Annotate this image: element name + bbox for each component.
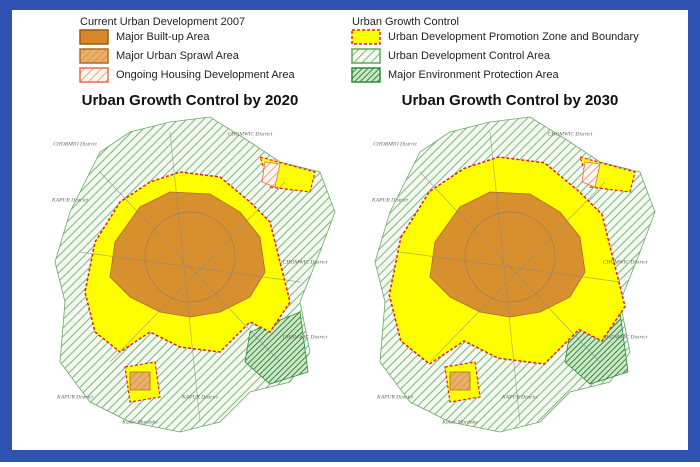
district-label: CHOMWIC District (548, 131, 593, 137)
road (169, 131, 201, 423)
district-label: Kalse/ Mardoko (121, 419, 158, 425)
map: Urban Growth Control by 2030 CHOBMIO Dist… (371, 92, 656, 433)
district-label: KAPUR District (501, 394, 538, 400)
sprawl-area (449, 371, 471, 391)
road (109, 181, 286, 363)
district-label: CHOMWIC District (603, 259, 648, 265)
legend-item: Ongoing Housing Development Area (116, 69, 295, 81)
legend-swatch (351, 48, 381, 64)
road (99, 171, 281, 363)
district-label: CHOMWIC District (283, 259, 328, 265)
road (429, 181, 606, 363)
legend-item: Major Environment Protection Area (388, 69, 559, 81)
maps: Urban Growth Control by 2020 CHOBMIO Dist… (51, 92, 656, 433)
legend-item: Urban Development Promotion Zone and Bou… (388, 31, 639, 43)
district-label: CHOMWIC District (228, 131, 273, 137)
district-label: Kalse/ Mardoko (441, 419, 478, 425)
district-label: KAPUR District (51, 197, 88, 203)
legend-item: Major Urban Sprawl Area (116, 50, 240, 62)
map-title: Urban Growth Control by 2020 (82, 92, 299, 109)
environment-area (244, 311, 309, 385)
ring-road (464, 211, 556, 303)
road (489, 131, 521, 423)
legend-title: Urban Growth Control (352, 16, 459, 28)
district-label: KAPUR District (181, 394, 218, 400)
sprawl-area (129, 371, 151, 391)
map-title: Urban Growth Control by 2030 (402, 92, 619, 109)
district-label: CHOMWIC District (283, 334, 328, 340)
legend-swatch (79, 29, 109, 45)
district-label: KAPUR District (56, 394, 93, 400)
legend-swatch (79, 48, 109, 64)
district-label: CHOMWIC District (603, 334, 648, 340)
legend-item: Major Built-up Area (116, 31, 210, 43)
map: Urban Growth Control by 2020 CHOBMIO Dist… (51, 92, 336, 433)
legend-title: Current Urban Development 2007 (80, 16, 245, 28)
legend-swatch (351, 67, 381, 83)
housing-area (261, 161, 281, 188)
legend-swatch (351, 29, 381, 45)
ring-road (144, 211, 236, 303)
road (419, 171, 601, 363)
legend-swatch (79, 67, 109, 83)
district-label: KAPUR District (371, 197, 408, 203)
legend-item: Urban Development Control Area (388, 50, 551, 62)
district-label: CHOBMIO District (53, 141, 97, 147)
legends: Current Urban Development 2007 Urban Gro… (79, 16, 639, 83)
district-label: KAPUR District (376, 394, 413, 400)
housing-area (581, 161, 601, 188)
district-label: CHOBMIO District (373, 141, 417, 147)
